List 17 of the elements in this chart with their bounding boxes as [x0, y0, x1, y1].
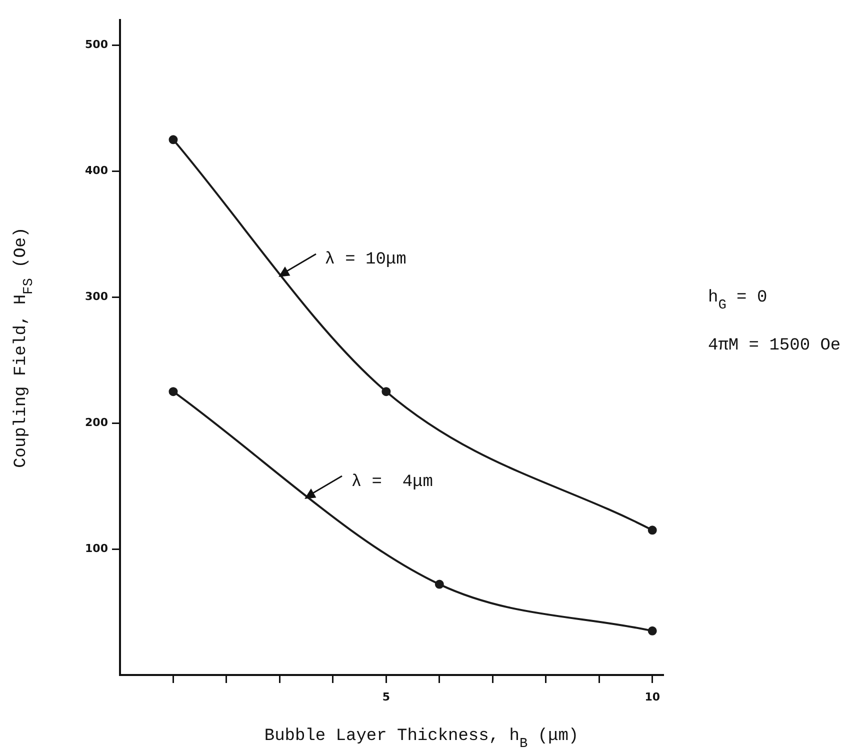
point — [382, 387, 391, 396]
point — [168, 387, 178, 396]
legend-label: λ = 10μm — [324, 250, 406, 270]
text: 4πM = 1500 Oe — [708, 336, 841, 356]
point — [434, 580, 444, 589]
y-tick-label: 300 — [85, 290, 108, 303]
y-tick-label: 500 — [85, 38, 108, 52]
x-tick-label: 10 — [644, 690, 660, 704]
point — [168, 135, 178, 144]
y-tick-label: 200 — [85, 416, 108, 429]
y-tick-label: 400 — [85, 164, 108, 178]
legend-label: λ = 4μm — [351, 472, 433, 492]
point — [648, 626, 657, 636]
x-tick-label: 5 — [382, 690, 390, 704]
y-tick-label: 100 — [85, 542, 108, 555]
y-axis-title: Coupling Field, HFS (Oe) — [12, 227, 37, 468]
point — [648, 526, 657, 535]
